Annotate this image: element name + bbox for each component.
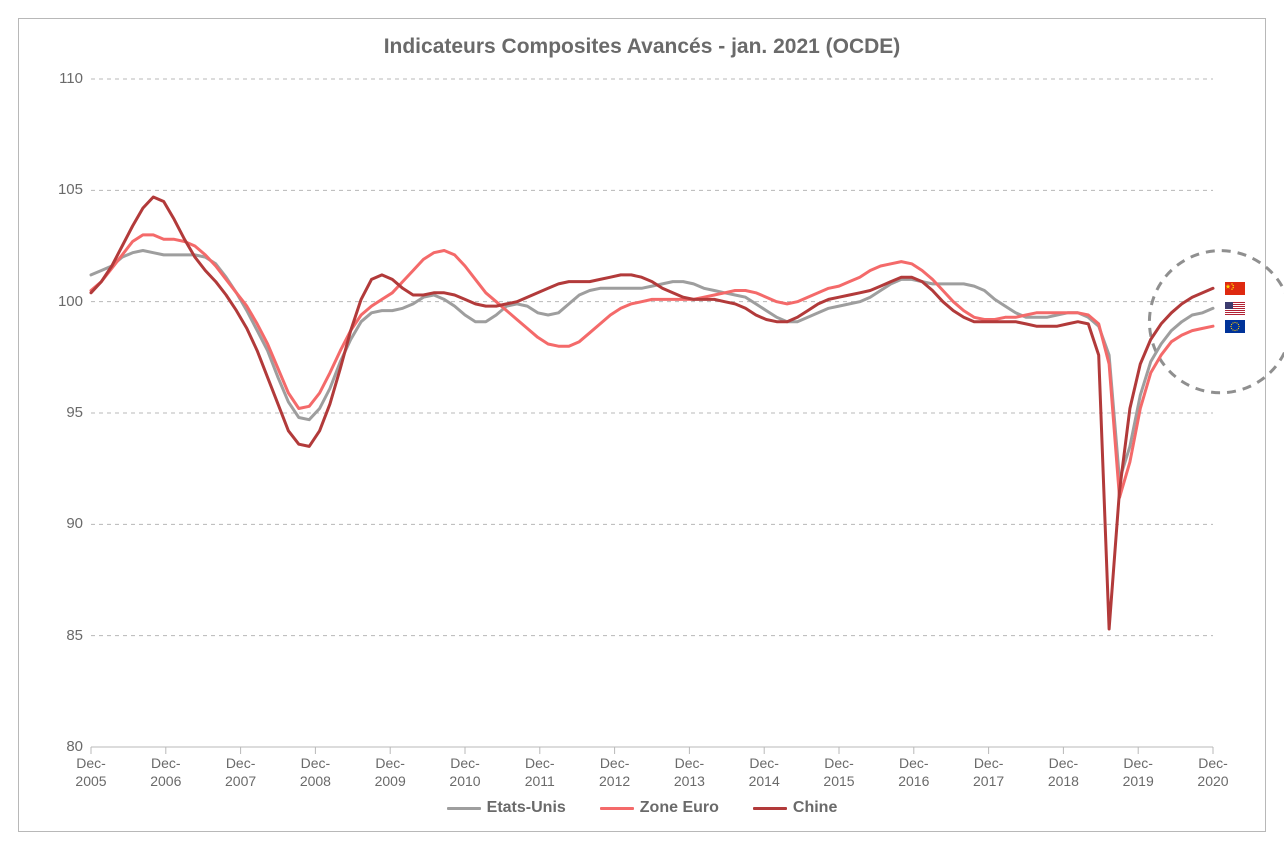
legend-swatch bbox=[447, 807, 481, 810]
ytick-label: 100 bbox=[43, 293, 83, 310]
xtick-label: Dec-2009 bbox=[363, 755, 417, 790]
xtick-label: Dec-2006 bbox=[139, 755, 193, 790]
legend: Etats-Unis Zone Euro Chine bbox=[19, 799, 1265, 817]
xtick-label: Dec-2016 bbox=[887, 755, 941, 790]
ytick-label: 105 bbox=[43, 181, 83, 198]
eu-flag bbox=[1225, 320, 1245, 333]
xtick-label: Dec-2018 bbox=[1036, 755, 1090, 790]
xtick-label: Dec-2014 bbox=[737, 755, 791, 790]
legend-swatch bbox=[600, 807, 634, 810]
xtick-label: Dec-2007 bbox=[214, 755, 268, 790]
xtick-label: Dec-2011 bbox=[513, 755, 567, 790]
xtick-label: Dec-2005 bbox=[64, 755, 118, 790]
legend-label: Zone Euro bbox=[640, 799, 719, 817]
chart-svg bbox=[91, 79, 1213, 747]
ytick-label: 90 bbox=[43, 515, 83, 532]
xtick-label: Dec-2013 bbox=[662, 755, 716, 790]
ytick-label: 95 bbox=[43, 404, 83, 421]
ytick-label: 110 bbox=[43, 70, 83, 87]
chart-frame: Indicateurs Composites Avancés - jan. 20… bbox=[18, 18, 1266, 832]
xtick-label: Dec-2015 bbox=[812, 755, 866, 790]
china-flag bbox=[1225, 282, 1245, 295]
plot-area bbox=[91, 79, 1213, 747]
xtick-label: Dec-2017 bbox=[962, 755, 1016, 790]
legend-label: Chine bbox=[793, 799, 837, 817]
legend-item-etats-unis: Etats-Unis bbox=[447, 799, 566, 817]
us-flag bbox=[1225, 302, 1245, 315]
legend-item-chine: Chine bbox=[753, 799, 837, 817]
xtick-label: Dec-2019 bbox=[1111, 755, 1165, 790]
xtick-label: Dec-2008 bbox=[288, 755, 342, 790]
legend-label: Etats-Unis bbox=[487, 799, 566, 817]
xtick-label: Dec-2010 bbox=[438, 755, 492, 790]
xtick-label: Dec-2020 bbox=[1186, 755, 1240, 790]
ytick-label: 85 bbox=[43, 627, 83, 644]
xtick-label: Dec-2012 bbox=[588, 755, 642, 790]
ytick-label: 80 bbox=[43, 738, 83, 755]
legend-item-zone-euro: Zone Euro bbox=[600, 799, 719, 817]
legend-swatch bbox=[753, 807, 787, 810]
chart-title: Indicateurs Composites Avancés - jan. 20… bbox=[19, 35, 1265, 59]
